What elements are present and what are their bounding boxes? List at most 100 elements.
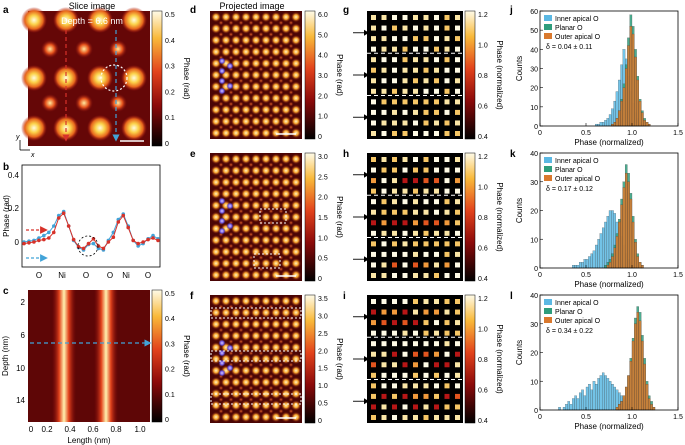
column-square — [381, 372, 387, 378]
atom-column — [270, 35, 282, 46]
oxygen-column — [258, 231, 264, 237]
atom-column — [210, 23, 222, 34]
hist-bar-inner-apical-o — [578, 392, 582, 411]
atom-column — [210, 295, 222, 307]
column-square — [371, 351, 376, 357]
oxygen-column — [248, 185, 254, 191]
oxygen-column — [238, 101, 244, 107]
oxygen-column — [218, 243, 224, 249]
column-square — [392, 362, 397, 368]
atom-column — [290, 46, 302, 57]
column-square — [392, 57, 397, 63]
column-square — [392, 372, 397, 378]
panel-l-histogram: 0 10 20 30 40 0 0.5 1.0 1.5 Counts Phase (normaliz… — [515, 293, 683, 431]
column-square — [413, 178, 418, 184]
column-square — [402, 46, 408, 52]
column-square — [402, 120, 408, 126]
atom-column — [250, 319, 262, 330]
row-arrowhead — [364, 356, 369, 362]
atom-column — [210, 211, 222, 223]
panel-b-xtick-0: O — [36, 271, 42, 280]
oxygen-column — [258, 397, 264, 403]
column-square — [434, 131, 439, 136]
column-square — [381, 25, 387, 31]
hist-bar-outer-apical-o — [652, 407, 656, 411]
colorbar-tick: 2.0 — [318, 195, 328, 202]
column-square — [392, 78, 397, 84]
panel-c-ytick-2: 10 — [16, 364, 25, 373]
atom-column — [220, 165, 232, 176]
column-square — [434, 15, 439, 20]
panel-c-xtick-5: 1.0 — [134, 425, 146, 434]
column-square — [434, 199, 439, 205]
column-square — [423, 188, 429, 194]
atom-column — [260, 58, 272, 69]
column-square — [392, 404, 397, 410]
colorbar-tick: 0 — [165, 141, 169, 148]
colorbar-tick: 0.1 — [165, 392, 175, 399]
column-square — [402, 67, 408, 73]
legend-swatch — [544, 166, 552, 172]
column-square — [392, 351, 397, 357]
hist-bar-inner-apical-o — [585, 386, 589, 411]
colorbar-tick: 1.2 — [478, 296, 488, 303]
panel-e-letter: e — [190, 149, 196, 160]
atom-column — [260, 23, 272, 34]
atom-column — [280, 295, 292, 307]
oxygen-column — [228, 43, 234, 49]
column-square — [455, 199, 460, 205]
panel-a-atom-column — [121, 7, 147, 33]
hist-bar-inner-apical-o — [574, 265, 577, 269]
panel-b-red-series-point — [61, 211, 66, 215]
oxygen-column — [218, 20, 224, 26]
column-square — [371, 251, 376, 257]
hist-bar-outer-apical-o — [627, 45, 630, 127]
legend-swatch — [544, 308, 552, 314]
oxygen-column — [228, 197, 234, 203]
column-square — [392, 220, 397, 226]
column-square — [434, 46, 439, 52]
colorbar-label: Phase (rad) — [335, 196, 344, 238]
colorbar-tick: 4.0 — [318, 53, 328, 60]
atom-column — [290, 269, 302, 281]
oxygen-column — [258, 124, 264, 130]
hist-bar-outer-apical-o — [645, 122, 649, 127]
column-square — [413, 309, 418, 315]
oxygen-column — [228, 255, 234, 261]
panel-a-atom-column — [109, 94, 127, 112]
colorbar-tick: 2.5 — [318, 174, 328, 181]
column-square — [381, 15, 387, 20]
highlighted-column — [226, 222, 234, 230]
hist-bar-inner-apical-o — [604, 375, 607, 411]
atom-column — [290, 235, 302, 246]
oxygen-column — [238, 327, 244, 333]
column-square — [423, 199, 429, 205]
oxygen-column — [238, 89, 244, 95]
ytick-label: 40 — [530, 293, 538, 300]
column-square — [455, 88, 460, 94]
atom-column — [250, 400, 262, 411]
column-square — [381, 230, 387, 236]
panel-a-atom-column — [75, 40, 93, 58]
column-square — [434, 167, 439, 173]
atom-column — [290, 35, 302, 46]
oxygen-column — [228, 231, 234, 237]
oxygen-column — [258, 385, 264, 391]
panel-b-ytick-2: 0 — [15, 238, 20, 247]
atom-column — [280, 177, 292, 188]
ytick-label: 30 — [530, 322, 538, 329]
hist-bar-outer-apical-o — [643, 363, 646, 411]
column-square — [402, 320, 408, 326]
colorbar-gradient — [304, 10, 316, 140]
atom-column — [210, 235, 222, 246]
column-square — [423, 393, 429, 399]
column-square — [455, 178, 460, 184]
column-square — [371, 383, 376, 389]
atom-column — [290, 165, 302, 176]
oxygen-column — [238, 124, 244, 130]
atom-column — [210, 400, 222, 411]
column-square — [423, 372, 429, 378]
oxygen-column — [228, 185, 234, 191]
hist-bar-outer-apical-o — [638, 320, 642, 411]
column-square — [455, 15, 460, 20]
